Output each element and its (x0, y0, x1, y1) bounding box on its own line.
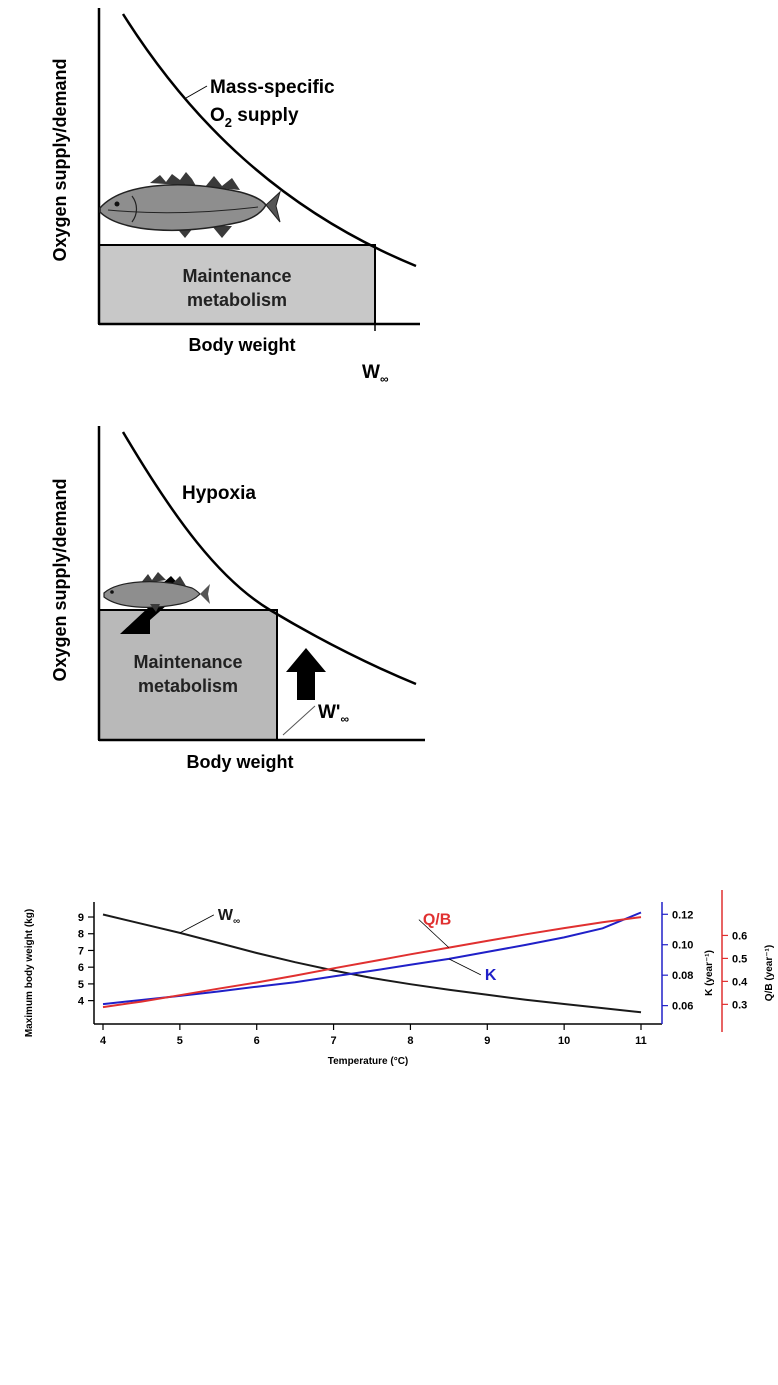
x-axis-label-top: Body weight (189, 335, 296, 355)
y3-axis-title: Q/B (year⁻¹) (764, 945, 775, 1001)
w-inf-annotation: W∞ (218, 907, 240, 927)
y3-tick-label: 0.3 (732, 999, 747, 1011)
series-line-k (102, 911, 642, 1006)
curve-pointer-top (185, 85, 208, 99)
w-prime-label: W'∞ (318, 702, 349, 726)
chart-series (102, 911, 642, 1014)
y2-axis-title: K (year⁻¹) (704, 950, 715, 996)
y2-tick-label: 0.12 (672, 909, 693, 921)
y-axis-label-middle: Oxygen supply/demand (50, 478, 70, 681)
o2-supply-curve-top (121, 13, 417, 268)
w-inf-annotation-leader (179, 914, 215, 934)
x-tick-label: 4 (100, 1035, 107, 1047)
y-tick-label: 4 (78, 996, 85, 1008)
maintenance-label-middle-line2: metabolism (138, 676, 238, 696)
x-tick-label: 8 (407, 1035, 413, 1047)
maintenance-label-line2: metabolism (187, 290, 287, 310)
y-axis-label-top: Oxygen supply/demand (50, 58, 70, 261)
small-fish-icon (103, 572, 210, 612)
x-tick-label: 6 (254, 1035, 260, 1047)
x-axis-title: Temperature (°C) (328, 1056, 409, 1067)
chart-axes: 4 5 6 7 8 9 10 11 4 5 6 7 8 9 0.06 0.08 0.10 0.12 0.3 0.4 0.… (24, 890, 775, 1067)
w-inf-label-top: W∞ (362, 362, 389, 386)
panel-middle: Maintenance metabolism Hypoxia Body weig… (50, 426, 425, 772)
y-axis-title: Maximum body weight (kg) (24, 909, 35, 1037)
qb-annotation: Q/B (423, 912, 451, 929)
series-line-qb (102, 916, 642, 1009)
k-annotation-leader (448, 958, 482, 976)
maintenance-label-middle-line1: Maintenance (133, 652, 242, 672)
panel-top: Maintenance metabolism Mass-specific O2 … (50, 8, 420, 386)
curve-label-line1: Mass-specific (210, 77, 335, 98)
series-line-w (102, 913, 642, 1014)
y-tick-label: 6 (78, 962, 84, 974)
y2-tick-label: 0.08 (672, 970, 693, 982)
x-tick-label: 5 (177, 1035, 183, 1047)
x-tick-label: 7 (331, 1035, 337, 1047)
x-tick-label: 11 (635, 1035, 647, 1047)
x-tick-label: 9 (484, 1035, 490, 1047)
o2-supply-curve-middle (121, 431, 417, 686)
chart-bottom: 4 5 6 7 8 9 10 11 4 5 6 7 8 9 0.06 0.08 0.10 0.12 0.3 0.4 0.… (24, 890, 775, 1067)
maintenance-label-line1: Maintenance (182, 266, 291, 286)
x-tick-label: 10 (558, 1035, 570, 1047)
maintenance-box-top (98, 244, 376, 325)
y-tick-label: 8 (78, 929, 84, 941)
qb-annotation-leader (418, 919, 450, 948)
y2-tick-label: 0.10 (672, 940, 693, 952)
y-tick-label: 7 (78, 945, 84, 957)
y-tick-label: 9 (78, 912, 84, 924)
w-prime-pointer (282, 705, 316, 736)
y3-tick-label: 0.4 (732, 976, 748, 988)
y-tick-label: 5 (78, 979, 84, 991)
k-annotation: K (485, 967, 497, 984)
y3-tick-label: 0.5 (732, 953, 747, 965)
hypoxia-label: Hypoxia (182, 483, 256, 504)
y2-tick-label: 0.06 (672, 1001, 693, 1013)
y3-tick-label: 0.6 (732, 930, 747, 942)
x-axis-label-middle: Body weight (187, 752, 294, 772)
curve-label-line2: O2 supply (210, 105, 299, 130)
up-arrow-icon (286, 648, 326, 700)
fish-icon (99, 172, 281, 238)
chart-labels: W∞ Q/B K (179, 907, 497, 984)
